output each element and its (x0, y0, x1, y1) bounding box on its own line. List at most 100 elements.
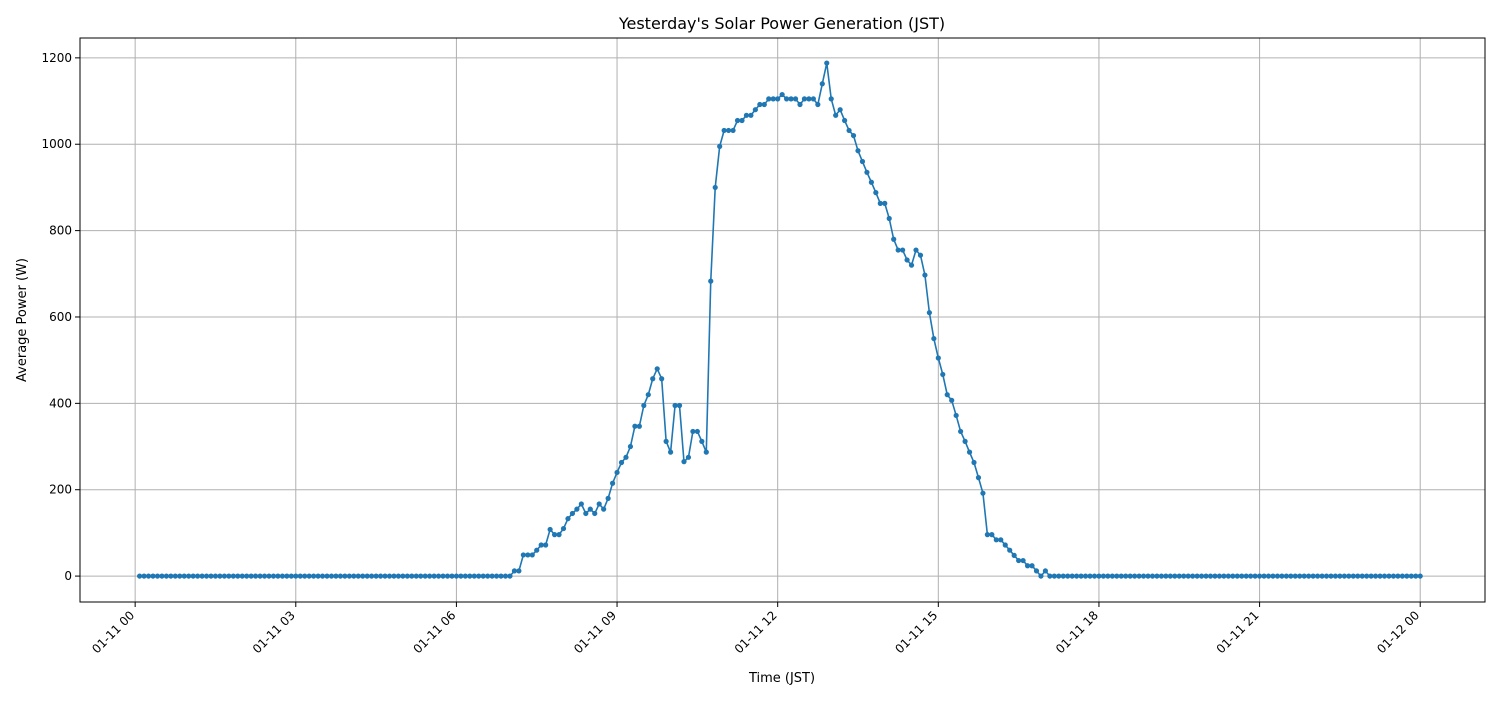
data-point (819, 81, 825, 87)
data-point (1212, 573, 1218, 579)
data-point (1082, 573, 1089, 579)
data-point (413, 573, 419, 579)
data-point (1408, 573, 1414, 579)
data-point (270, 573, 277, 579)
data-point (346, 573, 352, 579)
data-point (1368, 573, 1374, 579)
data-point (654, 366, 660, 372)
data-point (725, 127, 732, 134)
data-point (1145, 573, 1151, 579)
data-point (940, 371, 946, 378)
data-point (1413, 573, 1419, 579)
data-point (931, 335, 937, 342)
data-point (1234, 573, 1240, 579)
data-point (1279, 573, 1285, 579)
data-point (614, 469, 620, 476)
data-point (815, 101, 821, 108)
data-point (1341, 573, 1347, 579)
data-point (913, 247, 919, 253)
data-point (694, 428, 700, 435)
data-point (1047, 573, 1053, 579)
data-point (337, 573, 344, 579)
data-point (1248, 573, 1254, 579)
y-tick-label: 0 (64, 569, 72, 583)
data-point (1230, 573, 1236, 579)
data-point (1203, 573, 1209, 579)
data-point (199, 573, 205, 579)
data-point (293, 573, 299, 579)
data-point (471, 573, 477, 579)
data-point (319, 573, 326, 579)
data-point (1207, 573, 1214, 579)
data-point (1274, 573, 1281, 579)
data-point (534, 547, 540, 553)
data-point (904, 257, 910, 263)
data-point (1051, 573, 1057, 579)
data-point (1011, 552, 1017, 558)
data-point (458, 573, 464, 579)
data-point (1140, 573, 1147, 579)
data-point (342, 573, 348, 579)
data-point (842, 117, 848, 124)
data-point (1185, 573, 1191, 579)
data-point (801, 96, 808, 102)
data-point (627, 443, 634, 450)
data-point (181, 573, 187, 579)
data-point (409, 573, 415, 579)
data-point (739, 117, 745, 124)
data-point (824, 60, 830, 66)
data-point (730, 127, 736, 134)
data-point (609, 480, 616, 486)
data-point (137, 573, 143, 579)
data-point (208, 573, 214, 579)
data-point (810, 96, 816, 102)
data-point (266, 573, 272, 579)
data-point (145, 573, 152, 579)
data-point (1007, 547, 1013, 553)
data-point (1243, 573, 1249, 579)
data-point (253, 573, 259, 579)
data-point (172, 573, 178, 579)
data-point (261, 573, 268, 579)
data-point (186, 573, 192, 579)
data-point (636, 423, 642, 429)
data-point (908, 262, 915, 268)
data-point (891, 236, 897, 242)
data-point (230, 573, 236, 579)
data-point (605, 495, 611, 501)
y-tick-label: 1000 (41, 137, 72, 151)
data-point (311, 573, 317, 579)
data-point (551, 532, 558, 538)
data-point (1114, 573, 1120, 579)
data-point (672, 402, 678, 409)
data-point (511, 568, 518, 574)
data-point (1127, 573, 1133, 579)
data-point (645, 392, 651, 398)
data-point (1091, 573, 1098, 579)
data-point (324, 573, 330, 579)
data-point (382, 573, 388, 579)
data-point (766, 96, 772, 102)
data-point (1355, 573, 1361, 579)
data-point (1310, 573, 1316, 579)
data-point (395, 573, 402, 579)
y-axis-ticks: 0 200 400 600 800 1000 1200 (41, 51, 80, 583)
data-point (1314, 573, 1321, 579)
data-point (659, 376, 665, 382)
data-point (583, 510, 589, 517)
data-point (587, 506, 593, 512)
data-point (431, 573, 437, 579)
data-point (578, 501, 584, 507)
y-tick-label: 400 (49, 396, 72, 410)
data-point (364, 573, 370, 579)
data-point (980, 490, 986, 496)
data-point (1346, 573, 1352, 579)
grid (80, 38, 1485, 602)
data-point (427, 573, 433, 579)
data-point (877, 200, 883, 206)
data-point (467, 573, 473, 579)
data-point (203, 573, 210, 579)
data-point (993, 537, 999, 543)
data-point (864, 169, 870, 175)
